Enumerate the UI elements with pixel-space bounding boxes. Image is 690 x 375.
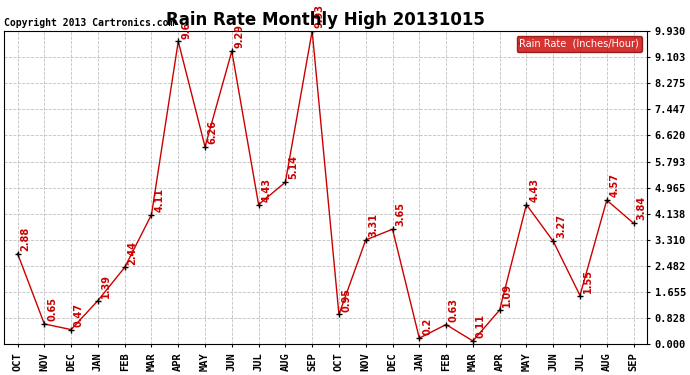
Text: 0.65: 0.65 [47, 297, 57, 321]
Text: 3.27: 3.27 [556, 214, 566, 238]
Text: 3.31: 3.31 [368, 213, 379, 237]
Legend: Rain Rate  (Inches/Hour): Rain Rate (Inches/Hour) [517, 36, 642, 52]
Text: 2.44: 2.44 [128, 241, 137, 265]
Text: 4.11: 4.11 [155, 188, 164, 212]
Text: 1.39: 1.39 [101, 274, 110, 298]
Text: 9.93: 9.93 [315, 4, 325, 28]
Text: Copyright 2013 Cartronics.com: Copyright 2013 Cartronics.com [4, 18, 175, 28]
Text: 0.95: 0.95 [342, 288, 352, 312]
Text: 1.09: 1.09 [502, 283, 513, 307]
Text: 3.84: 3.84 [636, 196, 647, 220]
Text: 0.2: 0.2 [422, 318, 432, 335]
Text: 4.43: 4.43 [529, 178, 539, 202]
Text: 4.43: 4.43 [262, 178, 271, 202]
Text: 3.65: 3.65 [395, 202, 405, 226]
Text: 9.6: 9.6 [181, 21, 191, 39]
Text: 9.29: 9.29 [235, 24, 244, 48]
Text: 2.88: 2.88 [20, 226, 30, 251]
Text: 1.55: 1.55 [583, 269, 593, 293]
Text: 0.47: 0.47 [74, 303, 84, 327]
Title: Rain Rate Monthly High 20131015: Rain Rate Monthly High 20131015 [166, 11, 485, 29]
Text: 6.26: 6.26 [208, 120, 218, 144]
Text: 0.11: 0.11 [475, 314, 486, 338]
Text: 0.63: 0.63 [449, 298, 459, 322]
Text: 4.57: 4.57 [609, 173, 620, 197]
Text: 5.14: 5.14 [288, 155, 298, 179]
